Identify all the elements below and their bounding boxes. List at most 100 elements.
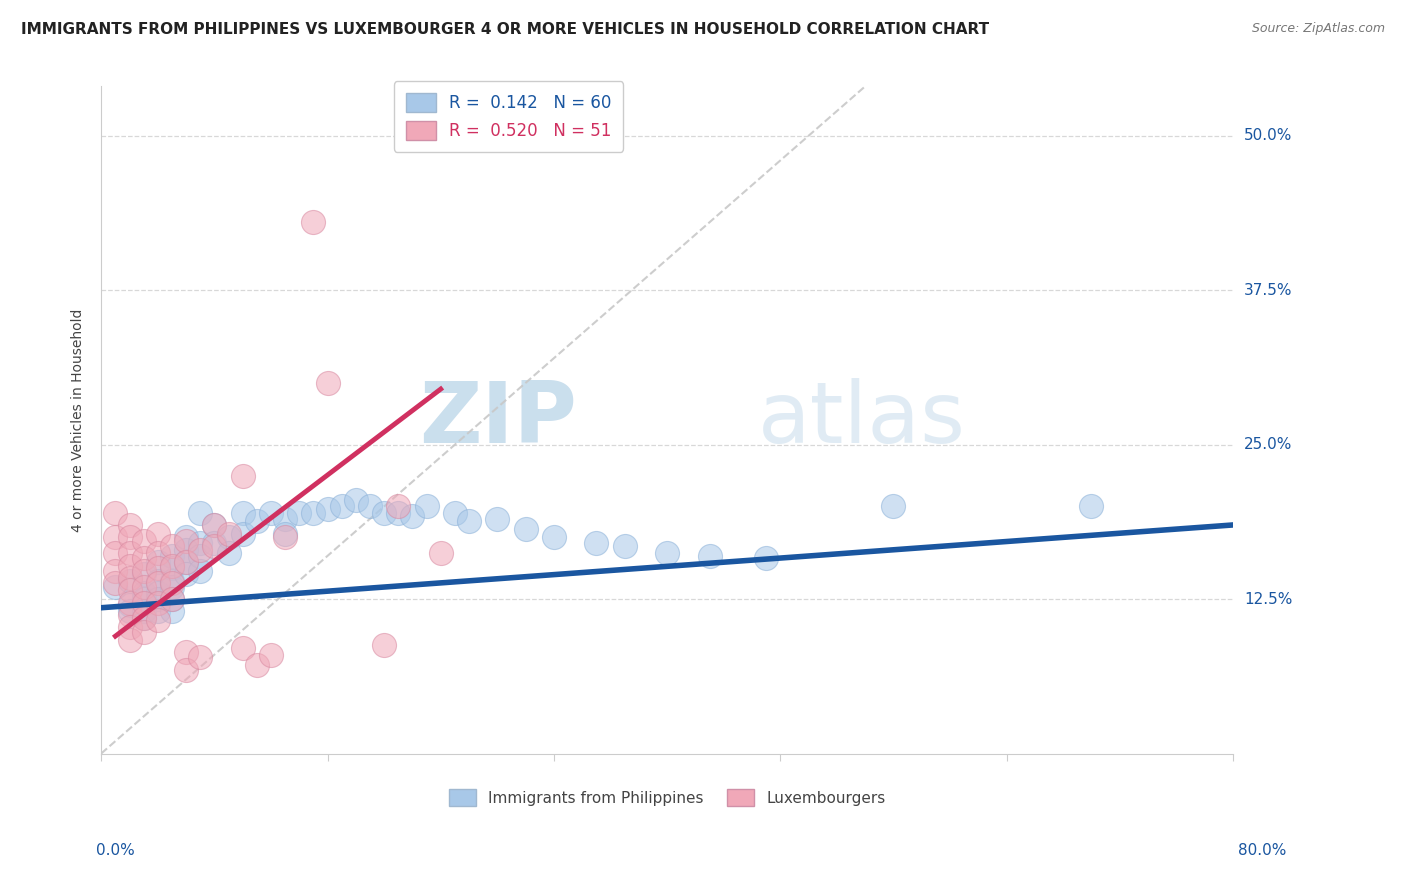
Point xyxy=(146,526,169,541)
Text: IMMIGRANTS FROM PHILIPPINES VS LUXEMBOURGER 4 OR MORE VEHICLES IN HOUSEHOLD CORR: IMMIGRANTS FROM PHILIPPINES VS LUXEMBOUR… xyxy=(21,22,990,37)
Point xyxy=(118,530,141,544)
Point xyxy=(515,522,537,536)
Point xyxy=(359,500,381,514)
Point xyxy=(188,506,211,520)
Point xyxy=(202,539,225,553)
Point xyxy=(118,608,141,623)
Point xyxy=(188,549,211,563)
Point xyxy=(882,500,904,514)
Point xyxy=(118,620,141,634)
Point xyxy=(146,546,169,560)
Point xyxy=(132,610,155,624)
Point xyxy=(104,564,127,578)
Point xyxy=(132,625,155,640)
Point xyxy=(246,514,269,528)
Point xyxy=(174,645,197,659)
Point xyxy=(146,586,169,600)
Point xyxy=(218,546,240,560)
Text: 80.0%: 80.0% xyxy=(1239,843,1286,858)
Point xyxy=(146,574,169,588)
Legend: Immigrants from Philippines, Luxembourgers: Immigrants from Philippines, Luxembourge… xyxy=(443,782,891,813)
Point xyxy=(174,534,197,549)
Point xyxy=(232,506,254,520)
Point xyxy=(274,512,297,526)
Point xyxy=(104,580,127,594)
Point xyxy=(118,574,141,588)
Point xyxy=(699,549,721,563)
Point xyxy=(160,576,183,591)
Point xyxy=(174,663,197,677)
Point xyxy=(118,583,141,598)
Point xyxy=(104,506,127,520)
Point xyxy=(387,506,409,520)
Point xyxy=(160,539,183,553)
Point xyxy=(232,641,254,656)
Point xyxy=(174,555,197,569)
Point xyxy=(302,506,325,520)
Text: 37.5%: 37.5% xyxy=(1244,283,1292,298)
Text: 25.0%: 25.0% xyxy=(1244,437,1292,452)
Text: 50.0%: 50.0% xyxy=(1244,128,1292,144)
Point xyxy=(160,592,183,607)
Point xyxy=(160,580,183,594)
Point xyxy=(1080,500,1102,514)
Point xyxy=(174,530,197,544)
Point xyxy=(543,530,565,544)
Point xyxy=(401,509,423,524)
Point xyxy=(160,549,183,563)
Point xyxy=(132,586,155,600)
Point xyxy=(118,599,141,613)
Point xyxy=(755,551,778,566)
Point xyxy=(387,500,409,514)
Point xyxy=(104,576,127,591)
Point xyxy=(344,493,367,508)
Point xyxy=(146,555,169,569)
Point xyxy=(118,632,141,647)
Point xyxy=(132,596,155,610)
Y-axis label: 4 or more Vehicles in Household: 4 or more Vehicles in Household xyxy=(72,309,86,532)
Point xyxy=(655,546,678,560)
Text: ZIP: ZIP xyxy=(419,378,576,461)
Point xyxy=(486,512,509,526)
Point xyxy=(118,546,141,560)
Point xyxy=(202,536,225,550)
Point xyxy=(118,604,141,618)
Point xyxy=(188,542,211,557)
Point xyxy=(146,604,169,618)
Point xyxy=(160,604,183,618)
Point xyxy=(415,500,437,514)
Point xyxy=(274,526,297,541)
Point xyxy=(373,506,395,520)
Point xyxy=(118,558,141,573)
Point xyxy=(288,506,311,520)
Point xyxy=(118,571,141,585)
Point xyxy=(585,536,607,550)
Point xyxy=(132,604,155,618)
Point xyxy=(104,530,127,544)
Point xyxy=(188,536,211,550)
Point xyxy=(146,592,169,607)
Point xyxy=(330,500,353,514)
Point xyxy=(232,468,254,483)
Point xyxy=(458,514,481,528)
Point xyxy=(429,546,451,560)
Point xyxy=(302,215,325,229)
Text: 0.0%: 0.0% xyxy=(96,843,135,858)
Point xyxy=(146,576,169,591)
Point xyxy=(316,376,339,390)
Point xyxy=(188,564,211,578)
Point xyxy=(146,613,169,627)
Point xyxy=(188,650,211,665)
Point xyxy=(160,574,183,588)
Point xyxy=(202,518,225,533)
Point xyxy=(174,542,197,557)
Point xyxy=(260,506,283,520)
Point xyxy=(613,539,636,553)
Point xyxy=(202,518,225,533)
Point xyxy=(146,596,169,610)
Point xyxy=(160,558,183,573)
Point xyxy=(444,506,467,520)
Point xyxy=(104,546,127,560)
Point xyxy=(232,526,254,541)
Point xyxy=(260,648,283,662)
